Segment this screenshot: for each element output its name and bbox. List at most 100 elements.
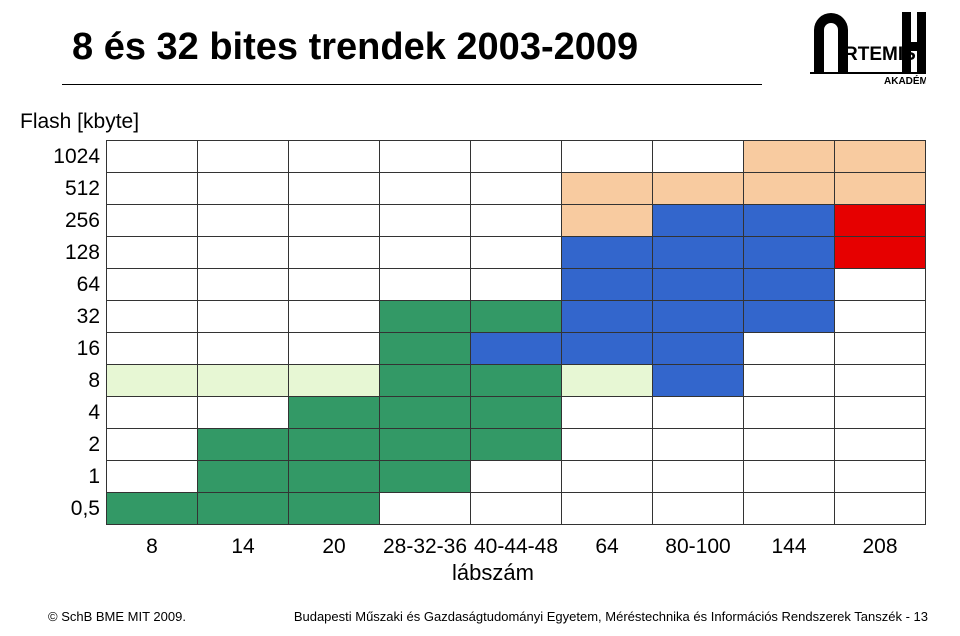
grid-cell — [198, 461, 289, 493]
grid-cell — [744, 237, 835, 269]
grid-cell — [562, 205, 653, 237]
grid-cell — [835, 333, 926, 365]
grid-cell — [835, 173, 926, 205]
grid-cell — [835, 141, 926, 173]
grid-cell — [198, 365, 289, 397]
row-header: 2 — [20, 429, 107, 461]
grid-cell — [471, 141, 562, 173]
grid-cell — [107, 461, 198, 493]
grid-cell — [380, 205, 471, 237]
row-header: 0,5 — [20, 493, 107, 525]
grid-cell — [744, 397, 835, 429]
grid-cell — [107, 429, 198, 461]
grid-cell — [289, 493, 380, 525]
grid-cell — [380, 397, 471, 429]
grid-cell — [198, 237, 289, 269]
grid-cell — [380, 141, 471, 173]
row-header: 256 — [20, 205, 107, 237]
grid-cell — [471, 461, 562, 493]
grid-cell — [289, 141, 380, 173]
col-header: 28-32-36 — [380, 525, 471, 563]
row-header: 32 — [20, 301, 107, 333]
grid-cell — [289, 173, 380, 205]
heatmap-table: 102451225612864321684210,58142028-32-364… — [20, 140, 926, 562]
row-header: 512 — [20, 173, 107, 205]
grid-cell — [289, 301, 380, 333]
grid-cell — [744, 173, 835, 205]
grid-cell — [562, 493, 653, 525]
grid-cell — [380, 269, 471, 301]
grid-cell — [653, 429, 744, 461]
col-header: 14 — [198, 525, 289, 563]
grid-cell — [198, 333, 289, 365]
grid-cell — [380, 333, 471, 365]
grid-cell — [653, 301, 744, 333]
grid-cell — [289, 365, 380, 397]
grid-cell — [835, 205, 926, 237]
grid-cell — [198, 397, 289, 429]
grid-cell — [198, 205, 289, 237]
page-title: 8 és 32 bites trendek 2003-2009 — [72, 26, 638, 69]
grid-cell — [198, 493, 289, 525]
grid-cell — [744, 493, 835, 525]
row-header: 4 — [20, 397, 107, 429]
grid-cell — [289, 237, 380, 269]
grid-cell — [471, 301, 562, 333]
footer-affiliation: Budapesti Műszaki és Gazdaságtudományi E… — [294, 609, 928, 624]
grid-cell — [653, 141, 744, 173]
grid-cell — [562, 237, 653, 269]
grid-cell — [380, 429, 471, 461]
grid-cell — [653, 461, 744, 493]
grid-cell — [289, 429, 380, 461]
slide: 8 és 32 bites trendek 2003-2009 RTEMIS A… — [0, 0, 960, 636]
grid-cell — [653, 269, 744, 301]
title-underline — [62, 84, 762, 85]
col-header: 208 — [835, 525, 926, 563]
grid-cell — [107, 397, 198, 429]
grid-cell — [744, 301, 835, 333]
grid-cell — [107, 237, 198, 269]
grid-cell — [562, 365, 653, 397]
grid-cell — [289, 205, 380, 237]
col-header: 20 — [289, 525, 380, 563]
grid-cell — [380, 237, 471, 269]
grid-cell — [471, 205, 562, 237]
grid-cell — [289, 333, 380, 365]
row-header: 128 — [20, 237, 107, 269]
grid-cell — [107, 269, 198, 301]
row-header: 1 — [20, 461, 107, 493]
grid-cell — [653, 493, 744, 525]
grid-cell — [380, 301, 471, 333]
logo-academy-label: AKADÉMIA — [884, 74, 926, 86]
grid-cell — [653, 397, 744, 429]
grid-cell — [835, 269, 926, 301]
grid-cell — [562, 173, 653, 205]
grid-cell — [471, 365, 562, 397]
grid-cell — [380, 365, 471, 397]
grid-cell — [107, 365, 198, 397]
grid-cell — [562, 429, 653, 461]
grid-cell — [380, 173, 471, 205]
grid-cell — [289, 461, 380, 493]
row-header: 16 — [20, 333, 107, 365]
grid-cell — [471, 333, 562, 365]
grid-cell — [744, 365, 835, 397]
grid-cell — [289, 397, 380, 429]
grid-cell — [744, 141, 835, 173]
grid-cell — [744, 461, 835, 493]
col-header: 80-100 — [653, 525, 744, 563]
grid-cell — [835, 397, 926, 429]
grid-cell — [198, 141, 289, 173]
grid-cell — [835, 301, 926, 333]
grid-cell — [562, 397, 653, 429]
grid-cell — [198, 173, 289, 205]
grid-cell — [562, 141, 653, 173]
footer-copyright: © SchB BME MIT 2009. — [48, 609, 186, 624]
grid-cell — [653, 365, 744, 397]
grid-cell — [198, 429, 289, 461]
grid-cell — [107, 173, 198, 205]
col-header: 144 — [744, 525, 835, 563]
grid-cell — [471, 237, 562, 269]
grid-cell — [471, 397, 562, 429]
grid-cell — [744, 205, 835, 237]
